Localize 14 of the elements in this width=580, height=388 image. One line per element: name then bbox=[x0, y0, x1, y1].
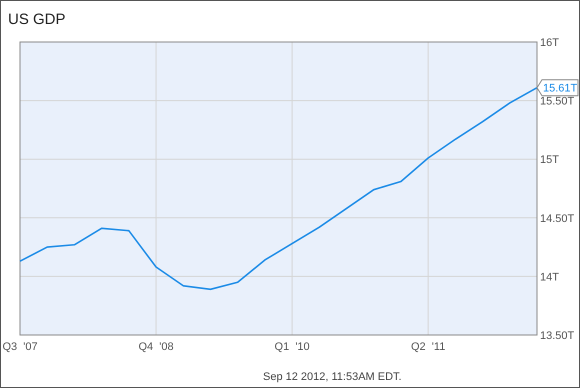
y-tick-label: 14T bbox=[540, 271, 560, 284]
data-label: 15.61T bbox=[543, 82, 578, 95]
x-tick-label: Q3 '07 bbox=[2, 341, 38, 353]
y-tick-label: 14.50T bbox=[540, 212, 575, 225]
line-series bbox=[19, 86, 538, 290]
text: Sep 12 2012, 11:53AM EDT. bbox=[263, 371, 402, 383]
y-tick-label: 13.50T bbox=[540, 330, 575, 342]
y-tick-label: 15.50T bbox=[540, 96, 575, 108]
x-tick-label: Q1 '10 bbox=[274, 341, 310, 353]
x-tick-label: Q2 '11 bbox=[411, 341, 446, 353]
x-tick-label: Q4 '08 bbox=[138, 341, 174, 353]
chart-title: US GDP bbox=[8, 11, 66, 28]
y-tick-label: 15T bbox=[540, 154, 560, 166]
y-tick-label: 16T bbox=[540, 37, 560, 49]
